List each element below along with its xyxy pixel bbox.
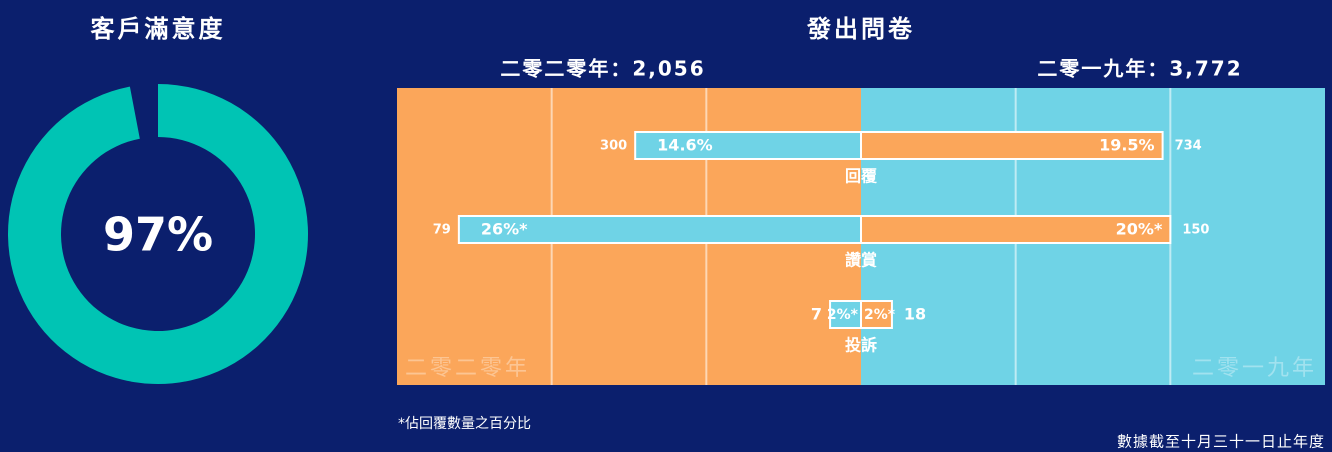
- bar-count: 7: [811, 305, 822, 324]
- footnote: *佔回覆數量之百分比: [398, 416, 531, 432]
- bar-label: 26%*: [481, 220, 528, 239]
- bar: [457, 215, 862, 244]
- side-watermark: 二零二零年: [405, 356, 530, 381]
- bar: [634, 131, 862, 160]
- donut-value: 97%: [103, 208, 213, 262]
- category-label: 讚賞: [845, 251, 877, 270]
- side-heading: 二零二零年：2,056: [500, 57, 705, 81]
- bar-label: 2%*: [827, 307, 859, 323]
- bar-count: 734: [1175, 139, 1202, 154]
- bar-label: 19.5%: [1099, 136, 1155, 155]
- bar: [860, 300, 893, 329]
- bar: [860, 131, 1164, 160]
- butterfly-title: 發出問卷: [806, 15, 915, 43]
- bar-count: 150: [1182, 223, 1209, 238]
- donut-arc: [8, 84, 308, 384]
- category-label: 回覆: [845, 167, 878, 186]
- bar: [860, 215, 1172, 244]
- bar-label: 14.6%: [657, 136, 713, 155]
- source-note: 數據截至十月三十一日止年度: [1117, 433, 1325, 451]
- bar-count: 79: [433, 223, 451, 238]
- side-heading: 二零一九年：3,772: [1037, 57, 1242, 81]
- side-watermark: 二零一九年: [1192, 356, 1317, 381]
- bar-label: 2%*: [864, 307, 896, 323]
- bar-label: 20%*: [1116, 220, 1163, 239]
- category-label: 投訴: [845, 336, 877, 355]
- bar-count: 300: [600, 139, 627, 154]
- bar-count: 18: [904, 305, 926, 324]
- donut-title: 客戶滿意度: [91, 15, 226, 43]
